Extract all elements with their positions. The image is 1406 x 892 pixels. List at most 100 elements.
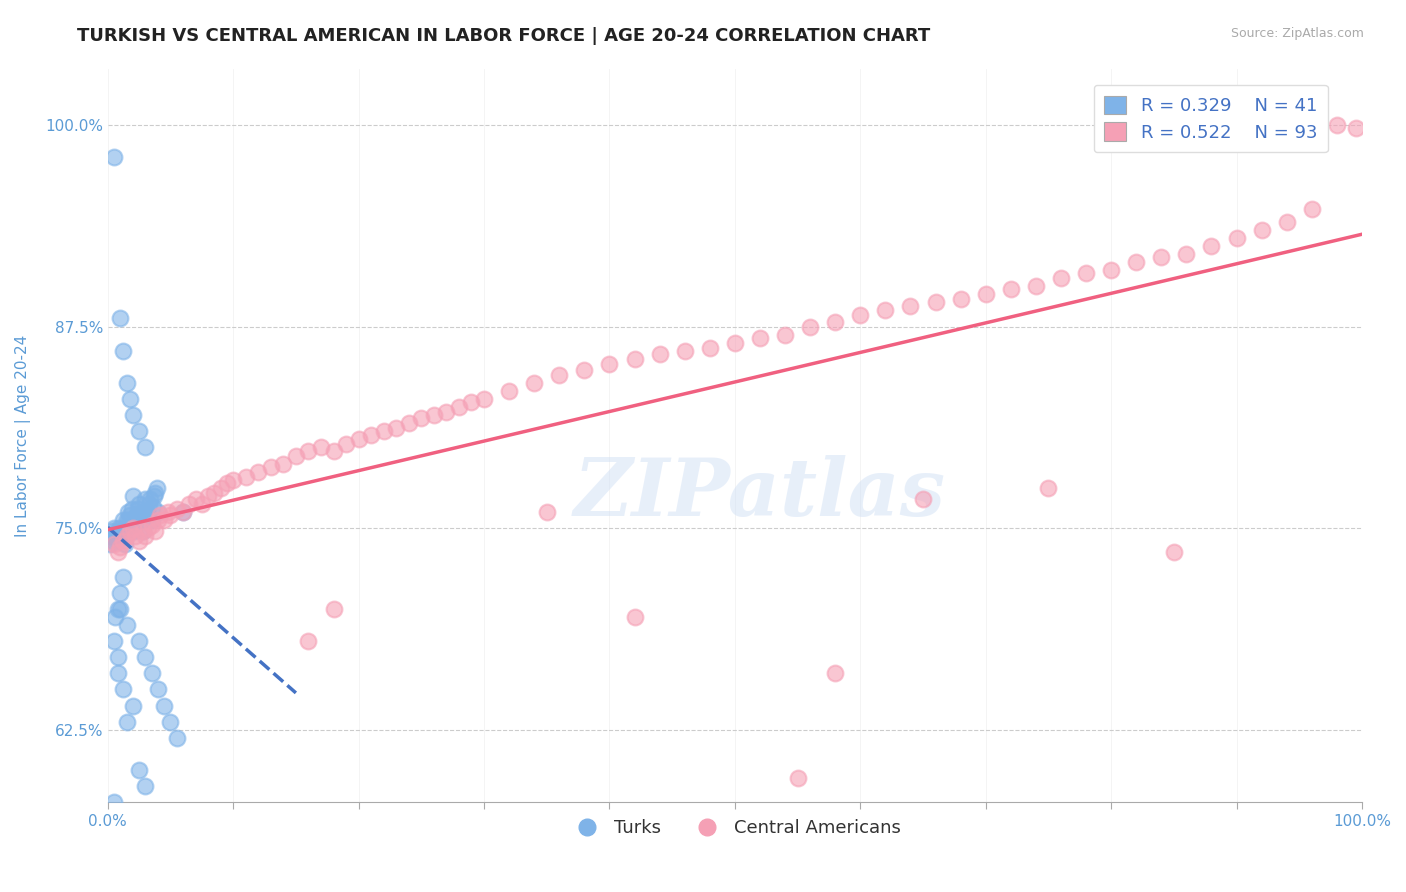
Point <box>134 492 156 507</box>
Point <box>284 449 307 463</box>
Point <box>104 609 127 624</box>
Point <box>159 508 181 523</box>
Point <box>215 475 238 490</box>
Point <box>122 524 145 539</box>
Point <box>159 714 181 729</box>
Point <box>699 341 721 355</box>
Point <box>115 513 138 527</box>
Point <box>1326 118 1348 132</box>
Point <box>273 457 295 471</box>
Point <box>749 331 772 345</box>
Point <box>114 537 136 551</box>
Point <box>136 508 159 523</box>
Point <box>107 601 129 615</box>
Point <box>111 682 134 697</box>
Point <box>673 343 696 358</box>
Point <box>115 376 138 390</box>
Point <box>117 505 139 519</box>
Point <box>434 405 457 419</box>
Point <box>115 618 138 632</box>
Point <box>121 698 143 713</box>
Point <box>142 500 165 515</box>
Text: ZIPatlas: ZIPatlas <box>574 455 946 533</box>
Point <box>875 303 897 318</box>
Point <box>172 505 194 519</box>
Point <box>118 513 141 527</box>
Legend: Turks, Central Americans: Turks, Central Americans <box>562 812 908 845</box>
Point <box>523 376 546 390</box>
Point <box>135 505 157 519</box>
Text: TURKISH VS CENTRAL AMERICAN IN LABOR FORCE | AGE 20-24 CORRELATION CHART: TURKISH VS CENTRAL AMERICAN IN LABOR FOR… <box>77 27 931 45</box>
Point <box>121 489 143 503</box>
Point <box>103 150 125 164</box>
Point <box>472 392 495 406</box>
Point <box>191 497 214 511</box>
Point <box>247 465 270 479</box>
Point <box>974 287 997 301</box>
Point <box>574 363 596 377</box>
Point <box>360 427 382 442</box>
Point <box>536 505 558 519</box>
Point <box>824 315 846 329</box>
Point <box>166 731 188 745</box>
Point <box>1344 121 1367 136</box>
Point <box>111 343 134 358</box>
Point <box>924 295 946 310</box>
Point <box>110 524 132 539</box>
Point <box>103 521 125 535</box>
Point <box>129 505 152 519</box>
Point <box>202 485 225 500</box>
Point <box>103 537 125 551</box>
Point <box>134 441 156 455</box>
Point <box>110 601 132 615</box>
Text: Source: ZipAtlas.com: Source: ZipAtlas.com <box>1230 27 1364 40</box>
Point <box>107 545 129 559</box>
Point <box>786 771 808 785</box>
Point <box>110 585 132 599</box>
Point <box>724 335 747 350</box>
Point <box>149 508 172 523</box>
Point <box>911 492 934 507</box>
Point <box>115 714 138 729</box>
Point <box>648 347 671 361</box>
Point <box>1074 266 1097 280</box>
Point <box>134 505 156 519</box>
Point <box>1163 545 1185 559</box>
Point <box>498 384 520 398</box>
Point <box>145 485 167 500</box>
Point <box>146 513 169 527</box>
Point <box>146 682 169 697</box>
Point <box>139 492 162 507</box>
Point <box>773 327 796 342</box>
Point <box>120 524 142 539</box>
Point <box>824 666 846 681</box>
Point <box>411 411 433 425</box>
Point <box>1025 279 1047 293</box>
Point <box>460 395 482 409</box>
Point <box>103 795 125 809</box>
Point <box>347 433 370 447</box>
Point <box>1201 239 1223 253</box>
Point <box>153 513 176 527</box>
Point <box>145 524 167 539</box>
Point <box>548 368 571 382</box>
Point <box>107 666 129 681</box>
Point <box>309 441 332 455</box>
Point <box>146 505 169 519</box>
Point <box>1225 231 1247 245</box>
Point <box>108 521 131 535</box>
Point <box>128 634 150 648</box>
Point <box>111 534 134 549</box>
Point <box>124 529 146 543</box>
Point <box>1175 247 1198 261</box>
Point <box>322 601 344 615</box>
Point <box>112 529 135 543</box>
Point <box>1038 481 1060 495</box>
Point <box>1125 255 1147 269</box>
Point <box>1000 282 1022 296</box>
Point <box>100 524 122 539</box>
Point <box>297 443 319 458</box>
Point <box>322 443 344 458</box>
Point <box>132 524 155 539</box>
Point <box>138 497 160 511</box>
